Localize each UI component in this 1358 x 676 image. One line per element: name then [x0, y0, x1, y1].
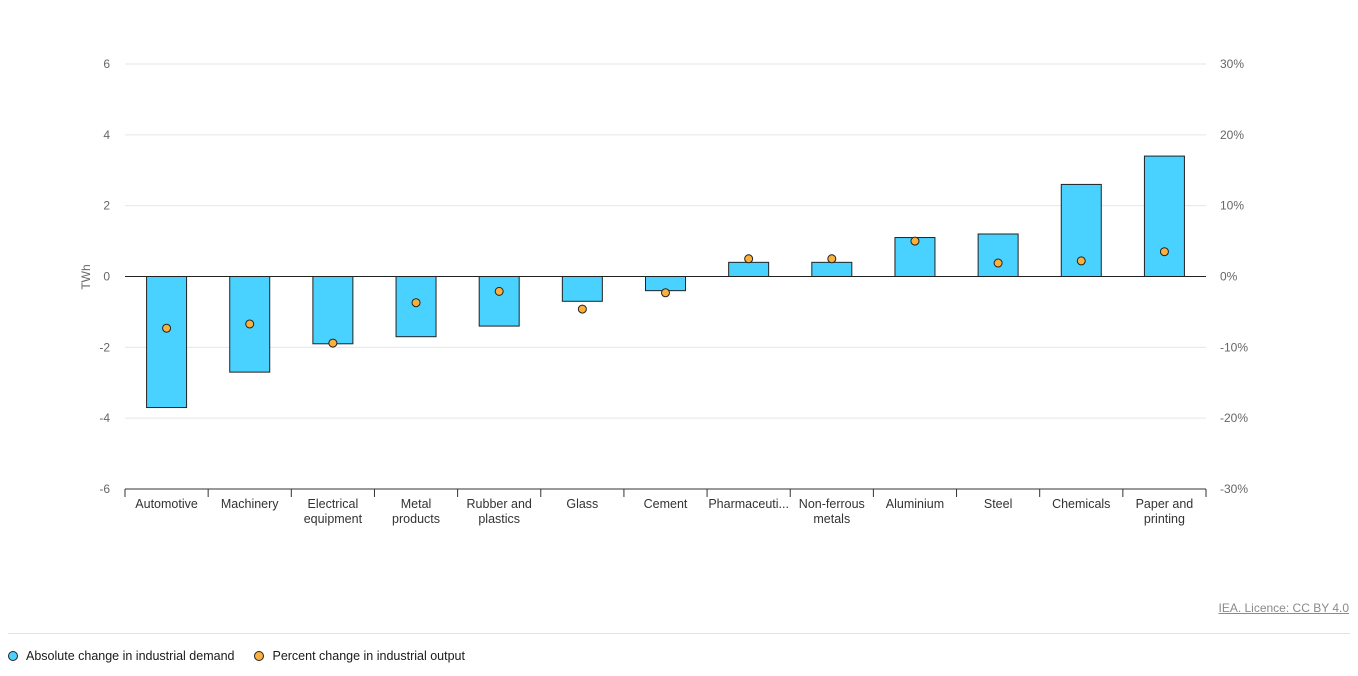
x-tick-label: Cement	[644, 497, 688, 511]
x-tick-label: Metal	[401, 497, 432, 511]
legend-swatch-marker	[254, 651, 265, 661]
legend-item-percent-change[interactable]: Percent change in industrial output	[254, 649, 465, 663]
x-tick-label: Chemicals	[1052, 497, 1110, 511]
bar	[478, 276, 520, 327]
y2-tick-label: -20%	[1220, 411, 1248, 425]
marker	[993, 258, 1003, 268]
x-tick-label: Pharmaceuti...	[708, 497, 789, 511]
licence-link[interactable]: IEA. Licence: CC BY 4.0	[1218, 601, 1349, 615]
bar	[728, 261, 770, 278]
bar	[977, 233, 1019, 277]
bar	[312, 276, 354, 345]
y-tick-label: -6	[99, 482, 110, 496]
chart-area: 6 4 2 0 -2 -4 -6 30% 20% 10% 0% -10% -20% -30% TWh Auto…	[79, 57, 1248, 526]
x-tick-label: Rubber and	[467, 497, 532, 511]
x-tick-label: Aluminium	[886, 497, 944, 511]
marker	[1076, 256, 1086, 266]
marker	[744, 254, 754, 264]
x-tick-label: plastics	[478, 512, 520, 526]
legend-label: Percent change in industrial output	[272, 649, 465, 663]
x-tick-label: Paper and	[1136, 497, 1194, 511]
marker	[411, 298, 421, 308]
marker	[494, 286, 504, 296]
marker	[1159, 247, 1169, 257]
y-tick-label: -4	[99, 411, 110, 425]
bar	[1143, 155, 1185, 277]
y2-tick-label: 0%	[1220, 270, 1238, 284]
y-axis-title: TWh	[79, 264, 93, 289]
x-tick-label: Non-ferrous	[799, 497, 865, 511]
legend-label: Absolute change in industrial demand	[26, 649, 235, 663]
x-tick-label: Automotive	[135, 497, 198, 511]
x-tick-label: printing	[1144, 512, 1185, 526]
legend-swatch-bar	[8, 651, 18, 661]
x-tick-label: Steel	[984, 497, 1013, 511]
bar	[146, 276, 188, 409]
bar-chart: 6 4 2 0 -2 -4 -6 30% 20% 10% 0% -10% -20% -30% TWh Auto…	[79, 57, 1248, 526]
legend-divider	[8, 633, 1350, 634]
legend: Absolute change in industrial demand Per…	[8, 649, 485, 663]
bar	[561, 276, 603, 302]
marker	[162, 323, 172, 333]
y2-tick-label: 30%	[1220, 57, 1244, 71]
marker	[910, 236, 920, 246]
y2-tick-label: 10%	[1220, 199, 1244, 213]
y2-tick-label: -10%	[1220, 340, 1248, 354]
y2-tick-label: -30%	[1220, 482, 1248, 496]
marker	[661, 288, 670, 298]
legend-item-absolute-change[interactable]: Absolute change in industrial demand	[8, 649, 234, 663]
y-tick-label: 4	[103, 128, 110, 142]
x-tick-label: products	[392, 512, 440, 526]
x-tick-label: Electrical	[308, 497, 359, 511]
x-tick-label: Machinery	[221, 497, 279, 511]
y2-tick-label: 20%	[1220, 128, 1244, 142]
y-tick-label: 6	[103, 57, 110, 71]
x-tick-label: Glass	[566, 497, 598, 511]
x-tick-label: metals	[813, 512, 850, 526]
bar	[811, 261, 853, 278]
marker	[245, 319, 255, 329]
marker	[577, 304, 587, 314]
y-tick-label: 0	[103, 270, 110, 284]
marker	[827, 254, 837, 264]
marker	[328, 338, 338, 348]
y-tick-label: -2	[99, 340, 110, 354]
y-tick-label: 2	[103, 199, 110, 213]
x-tick-label: equipment	[304, 512, 363, 526]
